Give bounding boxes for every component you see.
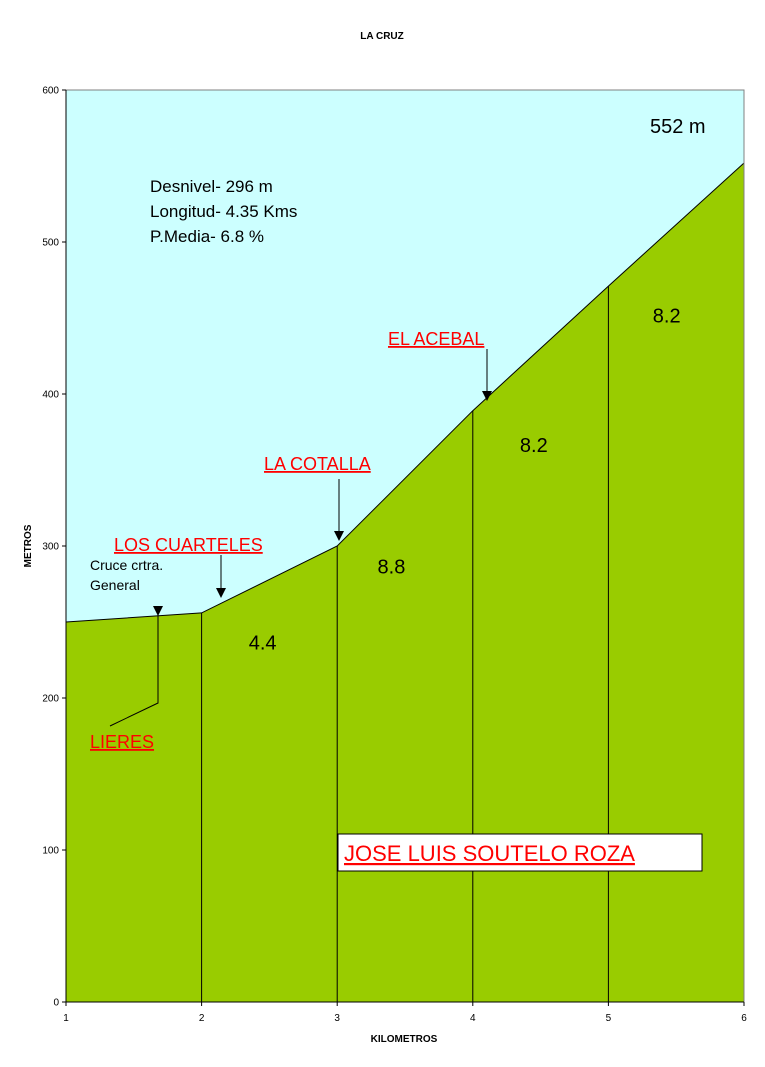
segment-gradient-label: 4.4 [249,632,277,654]
y-tick-label: 300 [42,542,59,553]
place-label-lieres: LIERES [90,732,154,752]
x-tick-label: 4 [470,1013,476,1024]
y-tick-label: 0 [53,998,59,1009]
author-box [337,833,703,872]
chart-title: LA CRUZ [360,31,404,42]
y-axis-label: METROS [23,524,34,567]
crossing-note-line-1: Cruce crtra. [90,557,163,573]
place-label-los-cuarteles: LOS CUARTELES [114,535,263,555]
segment-gradient-label: 8.2 [520,435,548,457]
x-axis-label: KILOMETROS [371,1034,438,1045]
x-tick-label: 6 [741,1013,747,1024]
summary-longitud: Longitud- 4.35 Kms [150,202,297,221]
y-tick-label: 100 [42,846,59,857]
y-tick-label: 500 [42,238,59,249]
summit-altitude: 552 m [650,116,706,138]
y-tick-label: 600 [42,86,59,97]
arrow-cruce-lieres [109,606,163,727]
x-tick-label: 2 [199,1013,205,1024]
x-tick-label: 5 [606,1013,612,1024]
summary-desnivel: Desnivel- 296 m [150,177,273,196]
segment-gradient-label: 8.8 [378,556,406,578]
y-tick-label: 200 [42,694,59,705]
place-label-el-acebal: EL ACEBAL [388,329,484,349]
y-tick-label: 400 [42,390,59,401]
x-tick-label: 1 [63,1013,69,1024]
summary-pendiente: P.Media- 6.8 % [150,227,264,246]
place-label-la-cotalla: LA COTALLA [264,454,371,474]
segment-gradients: 4.4 8.8 8.2 8.2 [249,306,681,655]
segment-gradient-label: 8.2 [653,306,681,328]
arrow-los-cuarteles [216,555,226,598]
y-axis: 0 100 200 300 400 500 600 [42,86,67,1009]
crossing-note-line-2: General [90,577,140,593]
arrow-la-cotalla [334,479,344,541]
x-tick-label: 3 [334,1013,340,1024]
author-name: JOSE LUIS SOUTELO ROZA [344,841,635,866]
x-axis: 1 2 3 4 5 6 [63,1001,747,1024]
arrow-el-acebal [482,349,492,401]
km-dividers [201,286,609,1002]
